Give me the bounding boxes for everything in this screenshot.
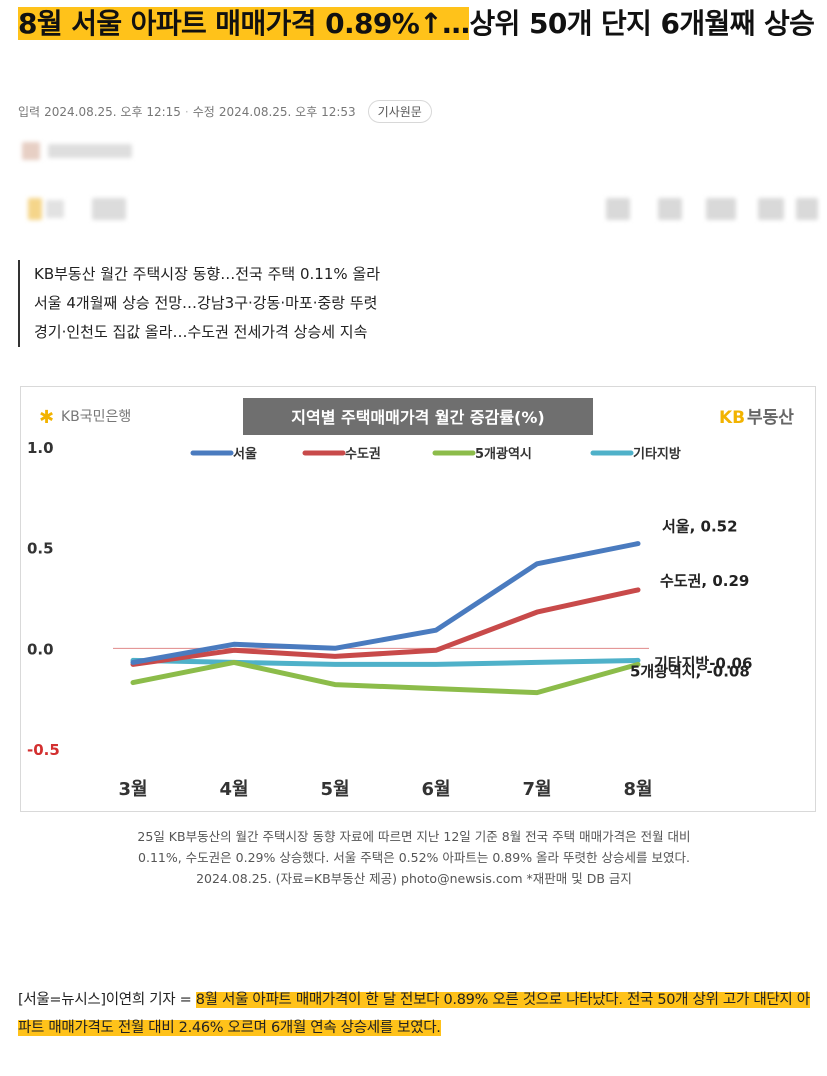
caption-line: 25일 KB부동산의 월간 주택시장 동향 자료에 따르면 지난 12일 기준 … [137,829,691,844]
chart-title-background [243,398,593,435]
meta-separator: · [184,104,189,119]
chart-title: 지역별 주택매매가격 월간 증감률(%) [291,408,544,427]
article-summary: KB부동산 월간 주택시장 동향…전국 주택 0.11% 올라 서울 4개월째 … [18,260,380,347]
chart-series [130,541,641,696]
series-end-label: 수도권, 0.29 [660,572,749,590]
x-tick-label: 3월 [118,779,147,800]
legend-label: 기타지방 [633,446,681,462]
article-body: [서울=뉴시스]이연희 기자 = 8월 서울 아파트 매매가격이 한 달 전보다… [18,986,818,1042]
series-line [130,587,641,667]
input-label: 입력 [18,105,41,119]
y-axis: 1.0 0.5 0.0 -0.5 [27,439,60,759]
x-tick-label: 4월 [219,779,248,800]
toolbar-icon-2-blurred[interactable] [658,198,682,220]
photo-caption: 25일 KB부동산의 월간 주택시장 동향 자료에 따르면 지난 12일 기준 … [18,826,810,889]
body-prefix: [서울=뉴시스]이연희 기자 = [18,992,196,1008]
x-tick-label: 5월 [320,779,349,800]
headline-highlight: 8월 서울 아파트 매매가격 0.89%↑… [18,7,470,40]
legend-label: 서울 [233,446,257,462]
series-end-label: 기타지방-0.06 [654,654,752,672]
x-axis: 3월 4월 5월 6월 7월 8월 [118,779,652,800]
series-line [130,657,641,667]
kb-realestate-name: 부동산 [747,408,794,428]
x-tick-label: 8월 [623,779,652,800]
reporter-name-blurred [48,144,132,158]
x-tick-label: 7월 [522,779,551,800]
kb-bank-logo: ✱ KB국민은행 [39,407,131,428]
series-end-label: 5개광역시, -0.08 [630,662,750,680]
article-meta: 입력 2024.08.25. 오후 12:15 · 수정 2024.08.25.… [18,100,432,123]
caption-line: 2024.08.25. (자료=KB부동산 제공) photo@newsis.c… [196,871,632,886]
kb-bank-name: KB국민은행 [61,409,131,425]
kb-realestate-kb: KB [719,408,745,428]
legend-label: 5개광역시 [475,446,532,462]
summary-line: 서울 4개월째 상승 전망…강남3구·강동·마포·중랑 뚜렷 [34,294,378,312]
series-end-label: 서울, 0.52 [662,518,738,536]
toolbar-icon-3-blurred[interactable] [706,198,736,220]
y-tick-label: 0.0 [27,640,54,658]
headline-rest: 상위 50개 단지 6개월째 상승 [469,7,815,40]
y-tick-label: 0.5 [27,540,54,558]
subscribe-blurred[interactable] [92,198,126,220]
kb-realestate-logo: KB 부동산 [719,408,794,428]
article-headline: 8월 서울 아파트 매매가격 0.89%↑…상위 50개 단지 6개월째 상승 [18,4,818,44]
kb-star-icon: ✱ [39,407,54,428]
x-tick-label: 6월 [421,779,450,800]
toolbar-icon-1-blurred[interactable] [606,198,630,220]
legend-label: 수도권 [345,447,381,462]
series-line [130,659,641,696]
toolbar-icon-5-blurred[interactable] [796,198,818,220]
toolbar-icon-4-blurred[interactable] [758,198,784,220]
press-logo-blurred[interactable] [28,198,42,220]
input-time: 2024.08.25. 오후 12:15 [44,105,181,119]
chart-legend: 서울 수도권 5개광역시 기타지방 [190,446,681,462]
series-line [130,541,641,665]
edit-label: 수정 [192,105,215,119]
y-tick-label: -0.5 [27,741,60,759]
summary-line: KB부동산 월간 주택시장 동향…전국 주택 0.11% 올라 [34,265,380,283]
summary-line: 경기·인천도 집값 올라…수도권 전세가격 상승세 지속 [34,323,368,341]
edit-time: 2024.08.25. 오후 12:53 [218,105,356,119]
caption-line: 0.11%, 수도권은 0.29% 상승했다. 서울 주택은 0.52% 아파트… [138,850,690,865]
reporter-avatar-blurred [22,142,40,160]
y-tick-label: 1.0 [27,439,54,457]
original-article-button[interactable]: 기사원문 [367,100,432,123]
press-name-blurred[interactable] [46,200,64,218]
